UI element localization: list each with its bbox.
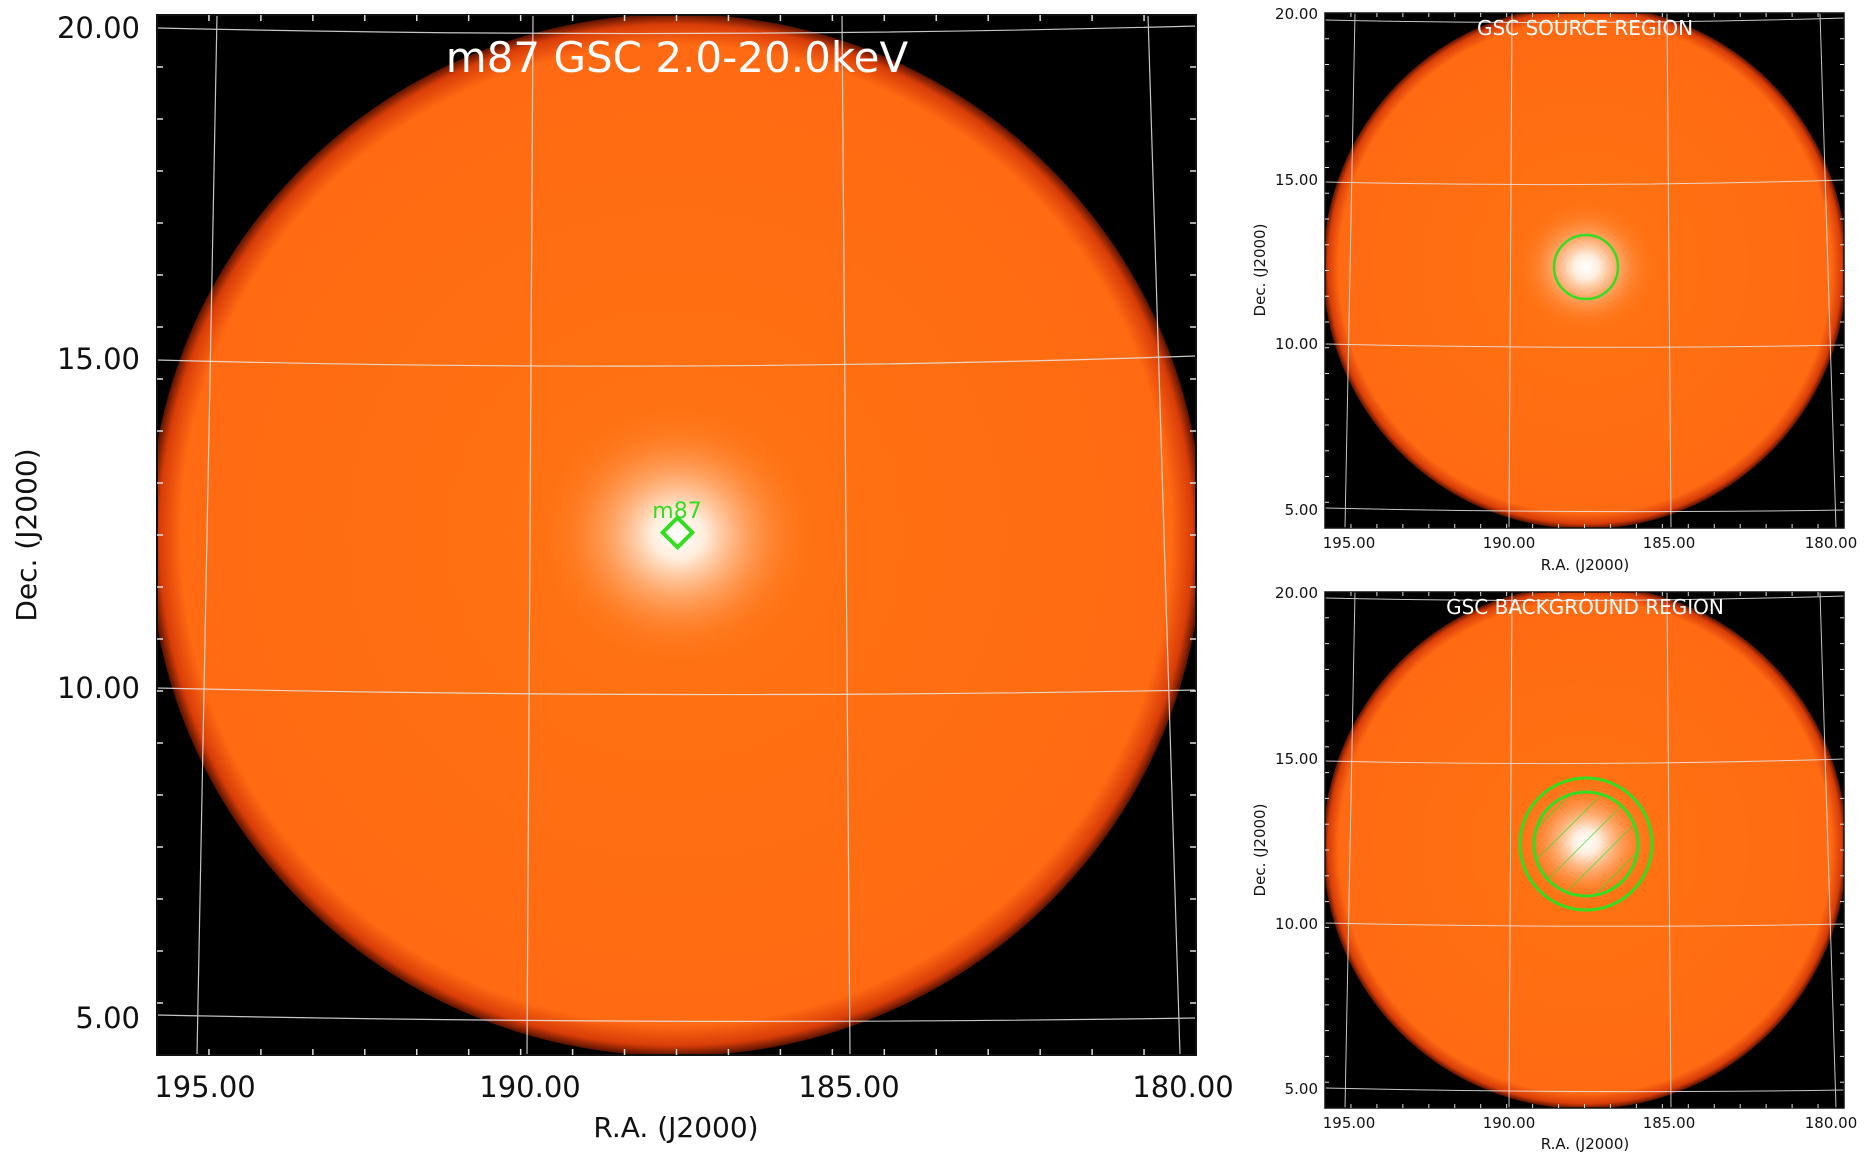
main-grid [157,15,1196,1055]
main-y-tick-label: 5.00 [75,1001,140,1035]
source-ticks [1325,13,1844,528]
main-x-tick-label: 190.00 [479,1070,580,1104]
main-x-tick-label: 195.00 [154,1070,255,1104]
source-x-axis-label: R.A. (J2000) [1541,556,1630,574]
main-x-tick-label: 180.00 [1132,1070,1233,1104]
m87-source-marker: m87 [652,499,702,551]
source-diamond-marker [659,514,696,551]
source-x-tick-label: 190.00 [1483,534,1536,552]
source-x-tick-label: 180.00 [1805,534,1858,552]
main-y-tick-label: 10.00 [57,671,140,705]
source-grid [1325,13,1844,528]
background-y-tick-label: 10.00 [1275,915,1318,933]
main-x-tick-label: 185.00 [798,1070,899,1104]
source-y-tick-label: 15.00 [1275,171,1318,189]
main-y-axis-label: Dec. (J2000) [10,448,43,621]
background-annulus-inner [1532,790,1640,898]
source-panel-glow [1514,199,1658,335]
background-y-axis-label: Dec. (J2000) [1251,804,1269,897]
background-region-panel: GSC BACKGROUND REGION 20.00 15.00 10.00 … [1251,584,1857,1153]
source-y-tick-label: 20.00 [1275,5,1318,23]
background-y-tick-label: 20.00 [1275,584,1318,602]
source-panel-title: GSC SOURCE REGION [1477,16,1693,40]
source-x-tick-label: 185.00 [1643,534,1696,552]
background-x-tick-label: 180.00 [1805,1114,1858,1132]
background-ticks [1325,592,1844,1108]
background-annulus-outer [1518,776,1654,912]
main-panel: m87 GSC 2.0-20.0keV m87 20.00 15.00 10.0… [10,11,1234,1144]
source-x-tick-label: 195.00 [1323,534,1376,552]
main-source-glow [533,400,823,670]
background-annulus-hatch [1534,792,1638,896]
main-title: m87 GSC 2.0-20.0keV [446,33,909,82]
main-x-axis-label: R.A. (J2000) [593,1111,758,1144]
background-x-axis-label: R.A. (J2000) [1541,1135,1630,1153]
background-x-tick-label: 195.00 [1323,1114,1376,1132]
source-marker-label: m87 [652,499,701,524]
background-x-tick-label: 190.00 [1483,1114,1536,1132]
background-panel-title: GSC BACKGROUND REGION [1446,595,1724,619]
background-y-tick-label: 5.00 [1285,1080,1318,1098]
source-extraction-circle [1552,233,1620,301]
main-y-tick-label: 15.00 [57,342,140,376]
main-ticks [157,15,1196,1055]
source-y-tick-label: 10.00 [1275,335,1318,353]
main-y-tick-label: 20.00 [57,11,140,45]
source-y-tick-label: 5.00 [1285,501,1318,519]
background-x-tick-label: 185.00 [1643,1114,1696,1132]
source-y-axis-label: Dec. (J2000) [1251,224,1269,317]
background-y-tick-label: 15.00 [1275,750,1318,768]
source-region-panel: GSC SOURCE REGION 20.00 15.00 10.00 5.00… [1251,5,1857,574]
background-grid [1325,592,1844,1108]
